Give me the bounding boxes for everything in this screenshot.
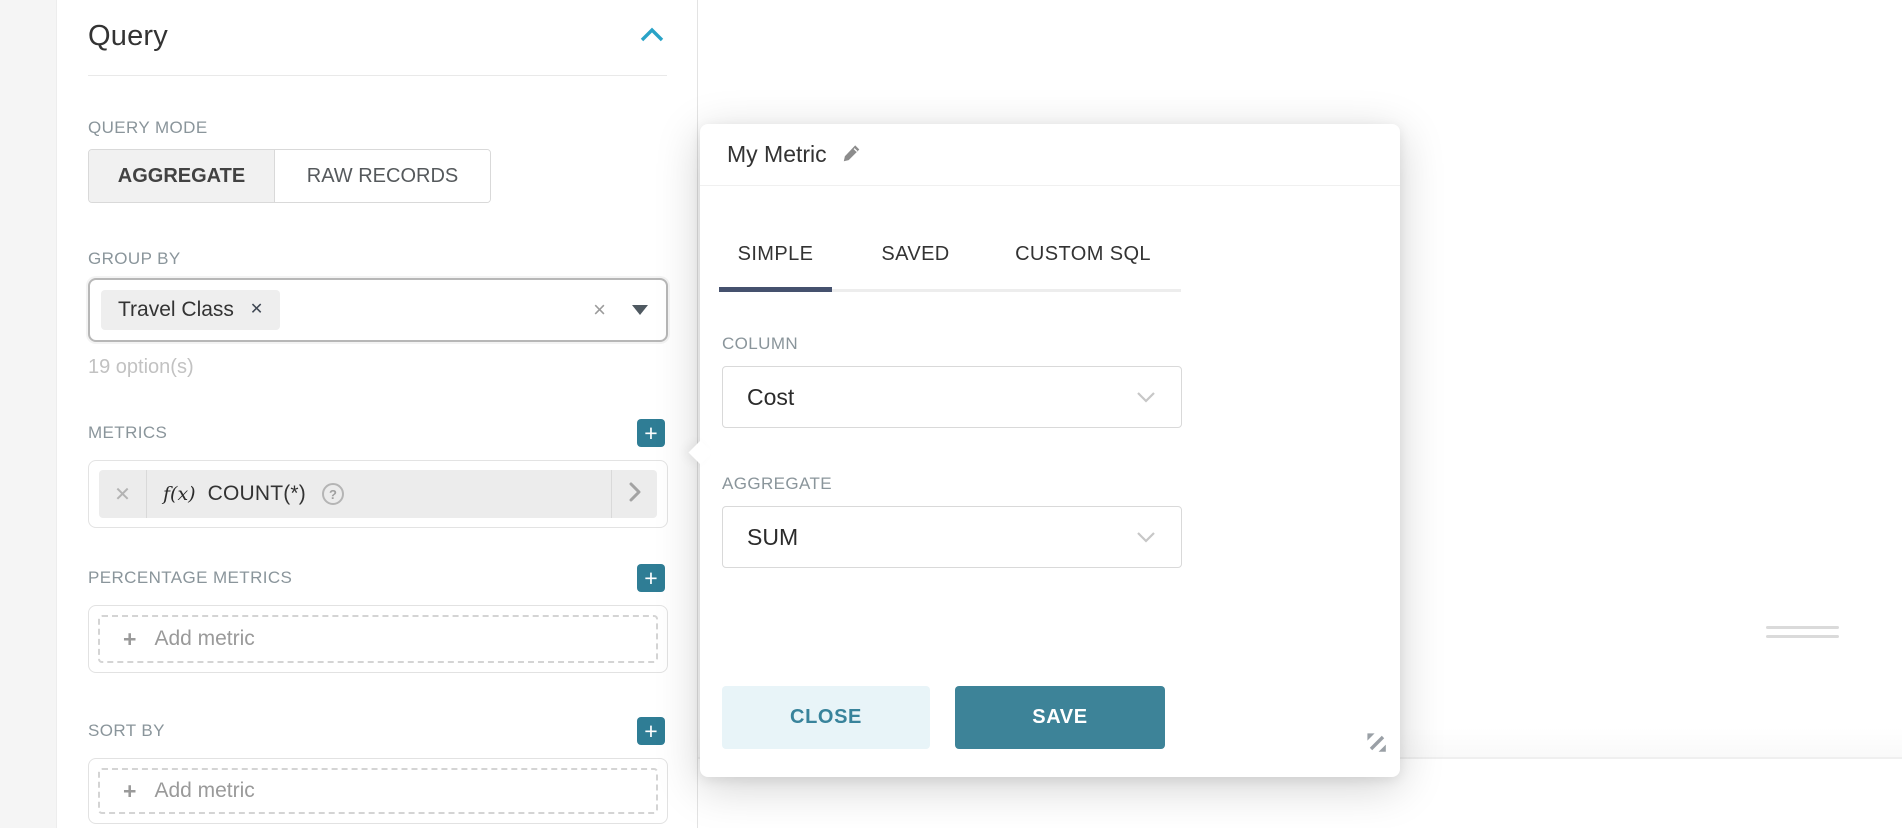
query-section-title: Query: [88, 20, 168, 52]
query-controls-panel: Query QUERY MODE AGGREGATE RAW RECORDS G…: [57, 0, 698, 828]
resize-popover-handle[interactable]: [1360, 726, 1394, 763]
chevron-down-icon: [1135, 390, 1157, 404]
plus-icon: +: [644, 718, 658, 744]
pencil-icon: [841, 143, 862, 167]
selected-tag: Travel Class ✕: [101, 290, 281, 330]
group-by-label: GROUP BY: [88, 249, 181, 268]
pane-drag-handle[interactable]: [1766, 626, 1839, 644]
drag-handle-bar: [1766, 626, 1839, 629]
options-count-hint: 19 option(s): [88, 356, 194, 378]
remove-metric-icon[interactable]: ✕: [99, 470, 147, 518]
aggregate-button[interactable]: AGGREGATE: [89, 150, 275, 202]
popover-title: My Metric: [727, 141, 827, 167]
fx-icon: f(x): [163, 483, 196, 505]
metrics-field: ✕ f(x) COUNT(*) ?: [88, 460, 668, 528]
sort-by-field: + Add metric: [88, 758, 668, 824]
tab-custom-sql[interactable]: CUSTOM SQL: [1015, 243, 1151, 265]
edit-title-button[interactable]: [839, 141, 864, 169]
add-metric-plus-button[interactable]: +: [637, 419, 665, 447]
plus-icon: +: [123, 777, 137, 804]
panel-divider: [697, 0, 698, 828]
query-mode-label: QUERY MODE: [88, 118, 208, 137]
chevron-up-icon: [639, 26, 665, 47]
metric-edit-popover: My Metric SIMPLE SAVED CUSTOM SQL COLUMN…: [688, 124, 1400, 777]
percentage-metrics-field: + Add metric: [88, 605, 668, 673]
add-metric-placeholder: Add metric: [154, 627, 255, 650]
collapse-section-button[interactable]: [637, 22, 667, 52]
add-metric-dropzone[interactable]: + Add metric: [98, 615, 658, 663]
save-button[interactable]: SAVE: [955, 686, 1165, 749]
add-sort-plus-button[interactable]: +: [637, 717, 665, 745]
drag-handle-bar: [1766, 635, 1839, 638]
add-metric-placeholder: Add metric: [154, 779, 255, 802]
sort-by-label: SORT BY: [88, 721, 165, 740]
selected-tag-label: Travel Class: [118, 298, 234, 321]
tab-saved[interactable]: SAVED: [881, 243, 950, 265]
aggregate-value: SUM: [747, 523, 799, 550]
section-divider: [88, 75, 667, 76]
plus-icon: +: [123, 625, 137, 652]
plus-icon: +: [644, 565, 658, 591]
caret-down-icon[interactable]: [632, 305, 648, 315]
aggregate-label: AGGREGATE: [722, 474, 833, 493]
add-sort-dropzone[interactable]: + Add metric: [98, 768, 658, 814]
datasource-panel-edge: [0, 0, 57, 828]
tab-simple[interactable]: SIMPLE: [719, 220, 832, 292]
metric-popover-tabs: SIMPLE SAVED CUSTOM SQL: [719, 220, 1181, 292]
help-icon[interactable]: ?: [322, 483, 344, 505]
column-label: COLUMN: [722, 334, 799, 353]
resize-diagonal-icon: [1360, 733, 1394, 763]
column-select[interactable]: Cost: [722, 366, 1182, 428]
chevron-right-icon: [628, 481, 642, 508]
close-button[interactable]: CLOSE: [722, 686, 930, 749]
query-mode-toggle: AGGREGATE RAW RECORDS: [88, 149, 491, 203]
metric-name: COUNT(*): [207, 482, 306, 505]
raw-records-button[interactable]: RAW RECORDS: [275, 150, 490, 202]
clear-select-icon[interactable]: ×: [593, 297, 606, 322]
percentage-metrics-label: PERCENTAGE METRICS: [88, 568, 293, 587]
metrics-label: METRICS: [88, 423, 168, 442]
remove-tag-icon[interactable]: ✕: [249, 301, 264, 318]
plus-icon: +: [644, 420, 658, 446]
expand-metric-button[interactable]: [611, 470, 657, 518]
group-by-select[interactable]: Travel Class ✕ ×: [88, 278, 668, 342]
chevron-down-icon: [1135, 530, 1157, 544]
add-percentage-metric-plus-button[interactable]: +: [637, 564, 665, 592]
metric-pill[interactable]: ✕ f(x) COUNT(*) ?: [99, 470, 657, 518]
aggregate-select[interactable]: SUM: [722, 506, 1182, 568]
column-value: Cost: [747, 383, 795, 410]
